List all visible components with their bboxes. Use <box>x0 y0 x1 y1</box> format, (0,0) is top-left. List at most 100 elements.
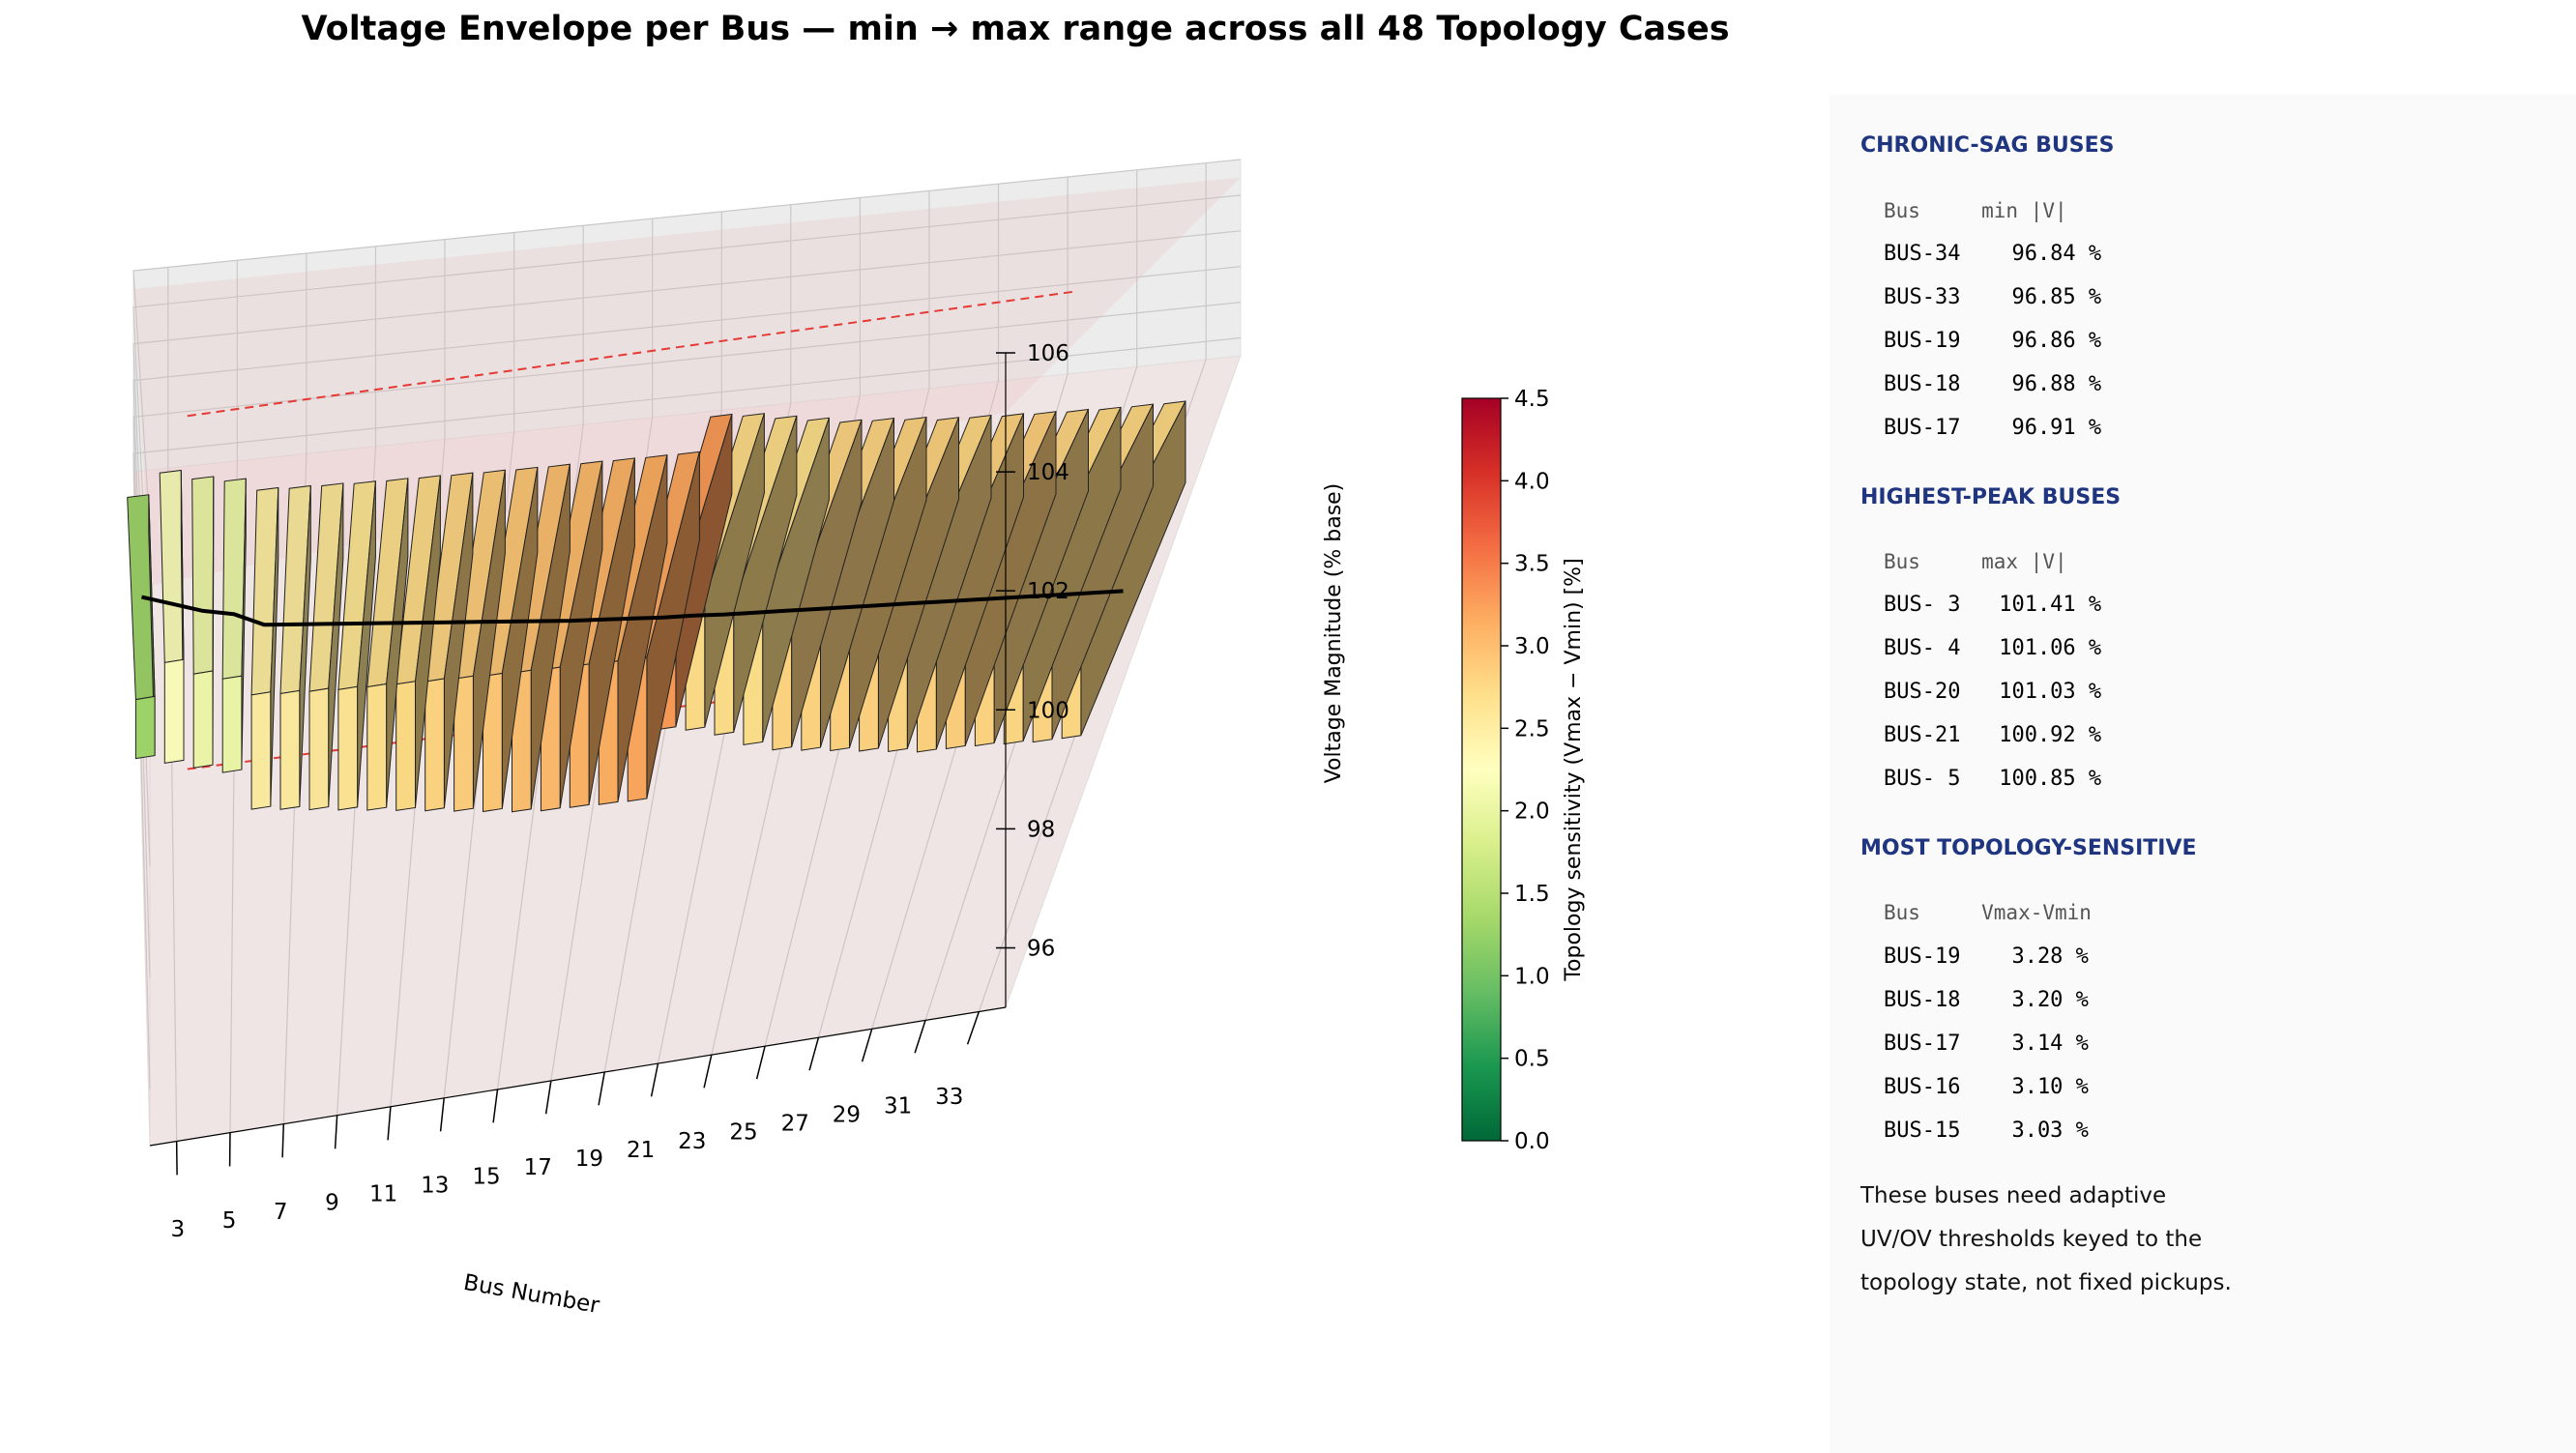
z-tick-label: 104 <box>1027 460 1069 485</box>
colorbar-tick-label: 2.0 <box>1514 799 1550 825</box>
bar <box>191 476 215 769</box>
gridline-x <box>167 267 178 1142</box>
z-axis-label: Voltage Magnitude (% base) <box>1322 483 1346 784</box>
table-row: BUS-17 96.91 % <box>1884 416 2102 440</box>
gridline-z <box>132 159 1242 531</box>
x-tick-label: 33 <box>935 1085 963 1110</box>
bar <box>308 482 344 811</box>
colorbar-tick-label: 1.0 <box>1514 964 1550 989</box>
x-tick-label: 19 <box>575 1147 603 1172</box>
table-row: BUS- 4 101.06 % <box>1884 636 2102 660</box>
bar-front <box>337 685 359 811</box>
x-axis-line <box>149 1006 1007 1147</box>
colorbar-tick-label: 4.0 <box>1514 469 1550 494</box>
z-tick-label: 96 <box>1027 936 1055 961</box>
table-row: BUS-15 3.03 % <box>1884 1119 2089 1143</box>
gridline-x <box>337 246 377 1116</box>
section-title-sensitive: MOST TOPOLOGY-SENSITIVE <box>1860 836 2197 860</box>
bar-front <box>395 681 416 811</box>
bar-front <box>308 687 330 811</box>
bars-layer <box>127 400 1186 813</box>
x-tick <box>544 1080 552 1115</box>
x-tick-label: 7 <box>274 1200 288 1225</box>
summary-panel: CHRONIC-SAG BUSES Bus min |V| BUS-34 96.… <box>1830 95 2576 1453</box>
table-row: BUS-19 96.86 % <box>1884 329 2102 353</box>
x-tick-label: 31 <box>884 1093 912 1119</box>
x-tick <box>808 1037 820 1071</box>
bar-front <box>279 689 301 810</box>
bar <box>395 475 441 811</box>
z-tick-label: 106 <box>1027 341 1069 366</box>
mean-line-layer <box>141 589 1124 627</box>
bar <box>424 472 474 812</box>
table-header-peak: Bus max |V| <box>1884 550 2067 573</box>
x-tick-label: 9 <box>325 1191 339 1216</box>
x-tick <box>914 1020 926 1054</box>
gridline-x <box>817 184 1000 1038</box>
table-row: BUS-34 96.84 % <box>1884 242 2102 266</box>
gridline-z <box>132 336 1242 1090</box>
table-row: BUS- 3 101.41 % <box>1884 593 2102 617</box>
limit-line <box>187 290 1073 418</box>
x-tick <box>650 1062 659 1097</box>
bar-front <box>134 695 156 760</box>
z-tick-label: 102 <box>1027 579 1069 604</box>
gridline-x <box>229 260 238 1133</box>
colorbar-tick-label: 2.5 <box>1514 716 1550 741</box>
z-tick-label: 100 <box>1027 698 1069 723</box>
bar-front <box>192 670 214 769</box>
table-row: BUS-18 96.88 % <box>1884 372 2102 396</box>
bar-front <box>366 683 388 811</box>
x-tick <box>387 1106 392 1141</box>
section-title-sag: CHRONIC-SAG BUSES <box>1860 133 2115 158</box>
colorbar-tick-label: 3.5 <box>1514 552 1550 577</box>
colorbar-rect <box>1461 397 1502 1142</box>
table-row: BUS-21 100.92 % <box>1884 723 2102 747</box>
colorbar-tick-label: 4.5 <box>1514 387 1550 412</box>
colorbar-tick-label: 0.0 <box>1514 1129 1550 1154</box>
gridline-x <box>603 211 722 1073</box>
x-tick <box>439 1097 445 1132</box>
gridline-x <box>657 204 792 1064</box>
bar <box>279 484 311 810</box>
note-line: UV/OV thresholds keyed to the <box>1860 1227 2203 1252</box>
gridline-z <box>132 302 1242 978</box>
z-tick-label: 98 <box>1027 817 1055 842</box>
x-tick-label: 23 <box>678 1129 706 1154</box>
colorbar-tick-label: 1.5 <box>1514 882 1550 907</box>
bar-front <box>221 675 243 773</box>
gridline-x <box>550 218 654 1082</box>
table-row: BUS-16 3.10 % <box>1884 1075 2089 1099</box>
bar <box>337 480 376 811</box>
gridline-x <box>496 225 584 1090</box>
x-tick-label: 17 <box>524 1155 552 1180</box>
x-tick-label: 11 <box>369 1182 397 1207</box>
colorbar-tick-label: 0.5 <box>1514 1047 1550 1072</box>
table-row: BUS-19 3.28 % <box>1884 944 2089 969</box>
colorbar-label: Topology sensitivity (Vmax − Vmin) [%] <box>1562 558 1586 981</box>
table-row: BUS-18 3.20 % <box>1884 988 2089 1012</box>
gridline-x <box>764 190 930 1047</box>
gridline-x <box>390 239 446 1107</box>
mean-line <box>141 589 1124 627</box>
chart-title: Voltage Envelope per Bus — min → max ran… <box>301 10 1730 48</box>
gridlines <box>132 159 1242 1142</box>
x-tick-label: 5 <box>222 1208 237 1234</box>
gridline-x <box>711 197 862 1056</box>
bar-front <box>424 678 445 812</box>
x-tick-label: 25 <box>729 1120 757 1146</box>
limit-plane <box>133 177 1241 586</box>
x-tick-label: 21 <box>627 1138 655 1163</box>
gridline-x <box>443 232 515 1098</box>
colorbar: 0.0 0.5 1.0 1.5 2.0 2.5 3.0 3.5 4.0 4.5 Topology s… <box>1461 387 1586 1154</box>
bar <box>250 486 279 810</box>
x-tick <box>281 1123 285 1158</box>
table-row: BUS-20 101.03 % <box>1884 680 2102 704</box>
gridline-x <box>978 162 1207 1012</box>
colorbar-tick-label: 3.0 <box>1514 634 1550 659</box>
x-tick <box>861 1029 873 1062</box>
gridline-x <box>282 253 307 1124</box>
bar <box>127 494 156 760</box>
gridline-x <box>871 177 1068 1030</box>
bar <box>221 478 247 773</box>
